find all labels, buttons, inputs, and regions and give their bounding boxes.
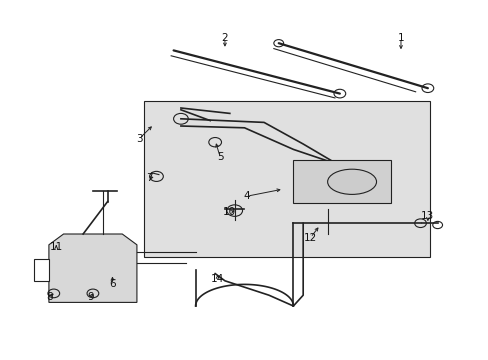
Text: 6: 6: [109, 279, 116, 289]
Text: 12: 12: [303, 233, 317, 243]
Ellipse shape: [327, 169, 376, 194]
Text: 2: 2: [221, 33, 228, 43]
Text: 7: 7: [145, 173, 152, 183]
Bar: [293, 160, 390, 203]
Text: 8: 8: [46, 292, 53, 302]
Polygon shape: [49, 234, 137, 302]
Text: 3: 3: [136, 134, 142, 144]
Text: 11: 11: [49, 242, 63, 252]
Text: 13: 13: [420, 211, 434, 221]
Text: 4: 4: [243, 191, 250, 201]
Text: 10: 10: [223, 207, 236, 217]
Polygon shape: [144, 101, 429, 257]
Text: 1: 1: [397, 33, 404, 43]
Text: 5: 5: [216, 152, 223, 162]
Text: 9: 9: [87, 292, 94, 302]
Polygon shape: [34, 259, 49, 281]
Text: 14: 14: [210, 274, 224, 284]
